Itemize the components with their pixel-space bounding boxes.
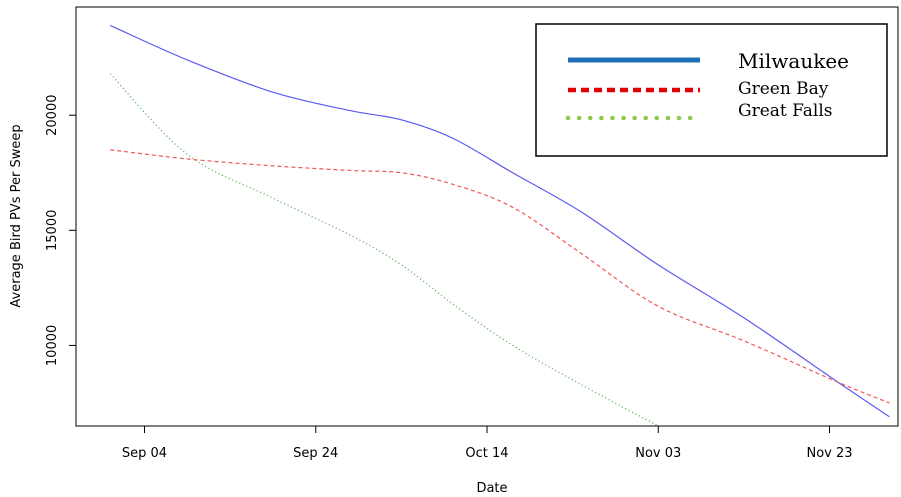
x-tick-label: Sep 04 (122, 446, 167, 461)
legend-label-milwaukee: Milwaukee (738, 49, 849, 73)
x-axis-label: Date (476, 481, 507, 496)
y-axis-label: Average Bird PVs Per Sweep (9, 124, 24, 307)
y-tick-label: 20000 (45, 95, 60, 136)
x-tick-label: Nov 03 (635, 446, 681, 461)
legend-label-green-bay: Green Bay (738, 79, 829, 99)
series-line-green-bay (110, 149, 890, 404)
x-tick-label: Nov 23 (806, 446, 852, 461)
series-line-milwaukee (110, 24, 890, 418)
y-axis: 10000 15000 20000 (45, 95, 76, 366)
y-tick-label: 10000 (45, 325, 60, 366)
x-axis: Sep 04 Sep 24 Oct 14 Nov 03 Nov 23 (122, 426, 853, 461)
legend: Milwaukee Green Bay Great Falls (535, 23, 888, 157)
y-tick-label: 15000 (45, 210, 60, 251)
x-tick-label: Oct 14 (465, 446, 508, 461)
series-layer (109, 24, 890, 426)
legend-label-great-falls: Great Falls (738, 101, 833, 121)
series-line-great-falls (109, 73, 659, 426)
x-tick-label: Sep 24 (293, 446, 338, 461)
